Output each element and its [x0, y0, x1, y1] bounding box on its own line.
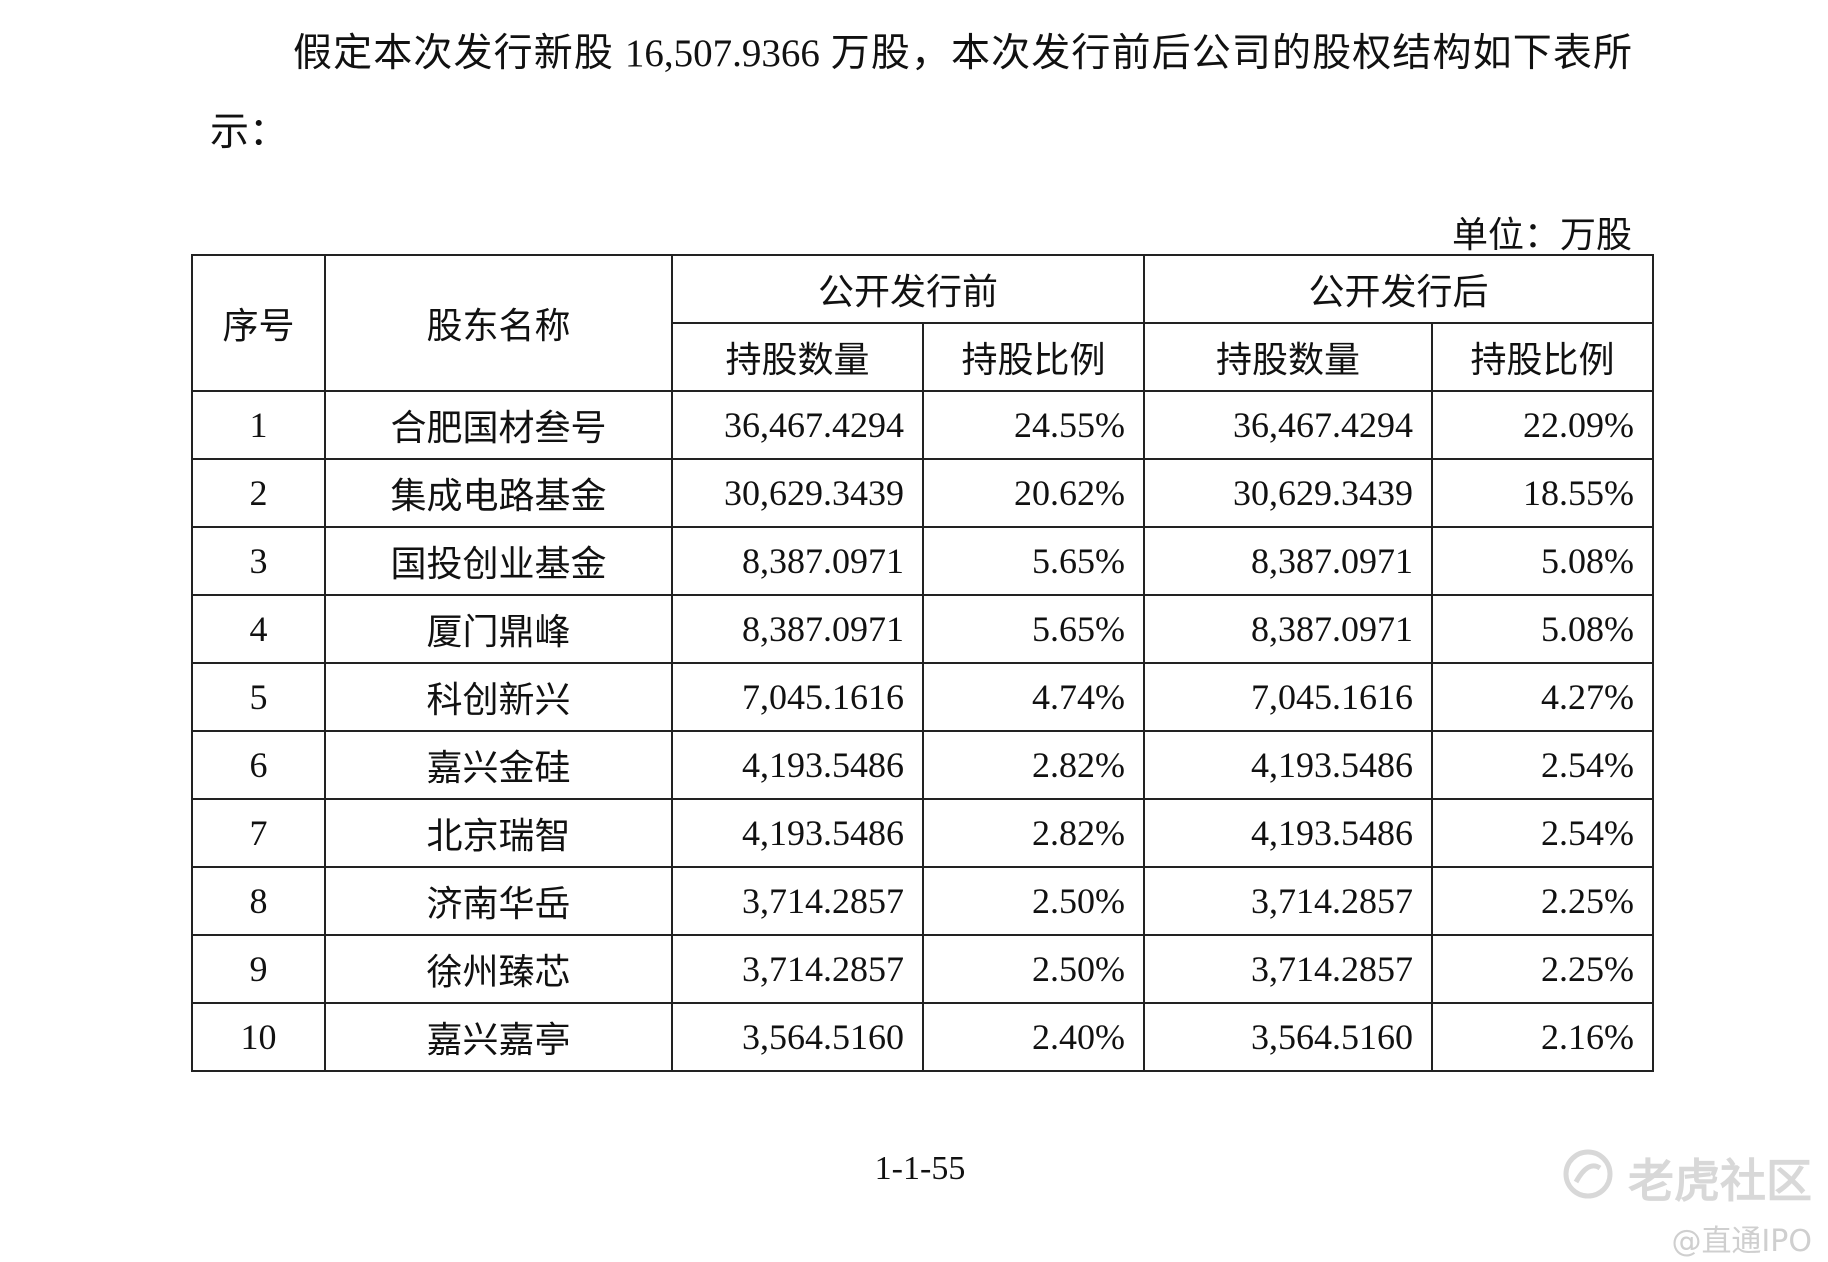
table-row: 持股数量 持股比例 持股数量 持股比例	[192, 322, 1654, 392]
table-body: 序号 股东名称 公开发行前 公开发行后 持股数量 持股比例 持股数量 持股比例 1 合肥国材叁号 3…	[191, 254, 1654, 1072]
table-cell: 持股比例	[922, 322, 1145, 392]
table-row: 5 科创新兴 7,045.1616 4.74% 7,045.1616 4.27%	[191, 662, 1654, 732]
table-cell: 徐州臻芯	[324, 934, 673, 1004]
table-row: 1 合肥国材叁号 36,467.4294 24.55% 36,467.4294 22.09…	[191, 390, 1654, 460]
table-cell: 公开发行前	[671, 254, 1145, 324]
table-cell: 1	[191, 390, 326, 460]
table-cell: 2.82%	[922, 730, 1145, 800]
table-cell: 持股比例	[1431, 322, 1654, 392]
watermark-brand: 老虎社区	[1628, 1154, 1812, 1208]
table-cell: 30,629.3439	[671, 458, 924, 528]
table-row: 3 国投创业基金 8,387.0971 5.65% 8,387.0971 5.08%	[191, 526, 1654, 596]
table-cell: 8,387.0971	[671, 594, 924, 664]
table-cell: 10	[191, 1002, 326, 1072]
table-cell: 3,564.5160	[1143, 1002, 1433, 1072]
table-row: 序号 股东名称 公开发行前 公开发行后	[191, 254, 1654, 392]
table-cell: 2.54%	[1431, 798, 1654, 868]
table-cell: 3	[191, 526, 326, 596]
unit-label: 单位：万股	[1451, 215, 1632, 255]
table-cell: 8,387.0971	[1143, 594, 1433, 664]
table-cell: 厦门鼎峰	[324, 594, 673, 664]
table-cell: 6	[191, 730, 326, 800]
table-cell: 2.16%	[1431, 1002, 1654, 1072]
table-cell: 股东名称	[324, 254, 673, 392]
table-row: 7 北京瑞智 4,193.5486 2.82% 4,193.5486 2.54%	[191, 798, 1654, 868]
table-cell: 9	[191, 934, 326, 1004]
table-cell: 科创新兴	[324, 662, 673, 732]
table-cell: 北京瑞智	[324, 798, 673, 868]
table-cell: 4	[191, 594, 326, 664]
table-cell: 2.50%	[922, 934, 1145, 1004]
table-cell: 2.54%	[1431, 730, 1654, 800]
table-cell: 3,714.2857	[1143, 934, 1433, 1004]
table-cell: 4,193.5486	[1143, 798, 1433, 868]
table-cell: 5.65%	[922, 526, 1145, 596]
table-cell: 2.40%	[922, 1002, 1145, 1072]
table-cell: 7,045.1616	[1143, 662, 1433, 732]
table-cell: 4,193.5486	[1143, 730, 1433, 800]
table-cell: 22.09%	[1431, 390, 1654, 460]
watermark-icon	[1563, 1149, 1613, 1199]
table-cell: 4.74%	[922, 662, 1145, 732]
table-cell: 持股数量	[671, 322, 924, 392]
table-cell: 持股数量	[1143, 322, 1433, 392]
table-cell: 5	[191, 662, 326, 732]
table-row: 9 徐州臻芯 3,714.2857 2.50% 3,714.2857 2.25%	[191, 934, 1654, 1004]
table-cell: 集成电路基金	[324, 458, 673, 528]
table-cell: 合肥国材叁号	[324, 390, 673, 460]
table-cell: 嘉兴嘉亭	[324, 1002, 673, 1072]
table-cell: 8,387.0971	[1143, 526, 1433, 596]
table-cell: 7,045.1616	[671, 662, 924, 732]
table-cell: 济南华岳	[324, 866, 673, 936]
table-cell: 36,467.4294	[671, 390, 924, 460]
table-cell: 4.27%	[1431, 662, 1654, 732]
table-cell: 2.82%	[922, 798, 1145, 868]
shareholding-table: 序号 股东名称 公开发行前 公开发行后 持股数量 持股比例 持股数量 持股比例 1 合肥国材叁号 3…	[191, 254, 1654, 1072]
table-row: 6 嘉兴金硅 4,193.5486 2.82% 4,193.5486 2.54%	[191, 730, 1654, 800]
table-cell: 7	[191, 798, 326, 868]
table-cell: 3,564.5160	[671, 1002, 924, 1072]
table-cell: 公开发行后	[1143, 254, 1654, 324]
table-row: 2 集成电路基金 30,629.3439 20.62% 30,629.3439 18.55…	[191, 458, 1654, 528]
table-cell: 3,714.2857	[671, 934, 924, 1004]
table-cell: 2.50%	[922, 866, 1145, 936]
table-cell: 24.55%	[922, 390, 1145, 460]
table-cell: 5.08%	[1431, 594, 1654, 664]
table-cell: 2.25%	[1431, 934, 1654, 1004]
table-cell: 20.62%	[922, 458, 1145, 528]
table-cell: 2	[191, 458, 326, 528]
table-cell: 5.08%	[1431, 526, 1654, 596]
table-row: 10 嘉兴嘉亭 3,564.5160 2.40% 3,564.5160 2.16%	[191, 1002, 1654, 1072]
table-row: 4 厦门鼎峰 8,387.0971 5.65% 8,387.0971 5.08%	[191, 594, 1654, 664]
table-row: 8 济南华岳 3,714.2857 2.50% 3,714.2857 2.25%	[191, 866, 1654, 936]
table-cell: 18.55%	[1431, 458, 1654, 528]
page-number: 1-1-55	[874, 1150, 966, 1187]
table-cell: 3,714.2857	[671, 866, 924, 936]
table-cell: 3,714.2857	[1143, 866, 1433, 936]
paragraph: 假定本次发行新股 16,507.9366 万股，本次发行前后公司的股权结构如下表…	[210, 32, 1632, 154]
table-cell: 嘉兴金硅	[324, 730, 673, 800]
table-cell: 30,629.3439	[1143, 458, 1433, 528]
table-cell: 4,193.5486	[671, 798, 924, 868]
table-cell: 8,387.0971	[671, 526, 924, 596]
table-cell: 国投创业基金	[324, 526, 673, 596]
table-cell: 序号	[191, 254, 326, 392]
table-cell: 8	[191, 866, 326, 936]
table-cell: 5.65%	[922, 594, 1145, 664]
table-cell: 4,193.5486	[671, 730, 924, 800]
table-cell: 2.25%	[1431, 866, 1654, 936]
table-cell: 36,467.4294	[1143, 390, 1433, 460]
watermark-author: @直通IPO	[1671, 1224, 1812, 1259]
